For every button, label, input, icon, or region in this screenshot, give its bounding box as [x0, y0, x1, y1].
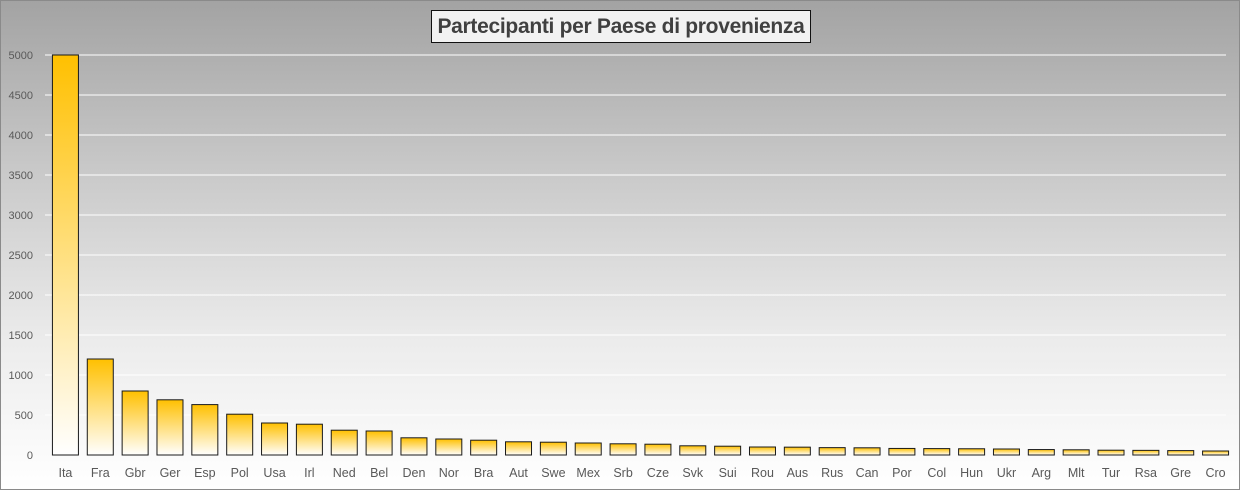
- bar-fra: [86, 358, 114, 456]
- bar-gre: [1167, 450, 1195, 456]
- bar-ukr: [992, 448, 1020, 456]
- x-tick-label: Cro: [1205, 466, 1225, 480]
- bar-aus: [783, 446, 811, 456]
- x-tick-label: Mex: [576, 466, 600, 480]
- x-tick-label: Arg: [1032, 466, 1052, 480]
- x-tick-label: Sui: [719, 466, 737, 480]
- x-tick-label: Irl: [304, 466, 314, 480]
- bar-esp: [191, 404, 219, 456]
- bar-irl: [295, 423, 323, 456]
- x-tick-label: Svk: [682, 466, 704, 480]
- bar-bra: [470, 439, 498, 456]
- x-tick-label: Rou: [751, 466, 774, 480]
- bar-por: [888, 447, 916, 456]
- x-tick-label: Col: [927, 466, 946, 480]
- y-tick-label: 4000: [9, 130, 33, 142]
- bar-sui: [714, 445, 742, 456]
- bar-rou: [748, 446, 776, 456]
- x-tick-label: Hun: [960, 466, 983, 480]
- y-tick-label: 3000: [9, 210, 33, 222]
- y-tick-label: 1000: [9, 370, 33, 382]
- bar-hun: [958, 448, 986, 456]
- bar-rsa: [1132, 449, 1160, 456]
- bar-ger: [156, 399, 184, 456]
- x-tick-label: Bra: [474, 466, 494, 480]
- bar-mex: [574, 442, 602, 456]
- bar-srb: [609, 443, 637, 456]
- bar-gbr: [121, 390, 149, 456]
- bar-aut: [505, 441, 533, 456]
- bar-tur: [1097, 449, 1125, 456]
- x-tick-label: Cze: [647, 466, 669, 480]
- x-tick-label: Por: [892, 466, 911, 480]
- bar-cze: [644, 443, 672, 456]
- x-tick-label: Can: [856, 466, 879, 480]
- x-axis-labels: Ita Fra Gbr Ger Esp Pol Usa Irl Ned Bel Den Nor Bra A…: [58, 466, 1225, 480]
- bar-svk: [679, 445, 707, 456]
- x-tick-label: Rsa: [1135, 466, 1157, 480]
- x-tick-label: Srb: [613, 466, 633, 480]
- x-tick-label: Esp: [194, 466, 216, 480]
- y-tick-label: 500: [15, 410, 33, 422]
- y-tick-label: 4500: [9, 90, 33, 102]
- gridlines: [45, 54, 1226, 416]
- bar-swe: [539, 441, 567, 456]
- x-tick-label: Aut: [509, 466, 528, 480]
- y-tick-label: 2500: [9, 250, 33, 262]
- bar-cro: [1202, 450, 1230, 456]
- x-tick-label: Ukr: [997, 466, 1016, 480]
- y-tick-label: 0: [27, 450, 33, 462]
- x-tick-label: Usa: [263, 466, 285, 480]
- bar-pol: [226, 413, 254, 456]
- x-tick-label: Fra: [91, 466, 110, 480]
- x-tick-label: Den: [402, 466, 425, 480]
- bar-nor: [435, 438, 463, 456]
- bar-rus: [818, 447, 846, 456]
- bar-bel: [365, 430, 393, 456]
- y-axis-labels: 0 500 1000 1500 2000 2500 3000 3500 4000 4500 5000: [9, 50, 33, 462]
- bar-arg: [1027, 449, 1055, 456]
- y-tick-label: 3500: [9, 170, 33, 182]
- chart-title: Partecipanti per Paese di provenienza: [431, 10, 811, 43]
- x-tick-label: Nor: [439, 466, 459, 480]
- bar-can: [853, 447, 881, 456]
- x-tick-label: Gre: [1170, 466, 1191, 480]
- bar-mlt: [1062, 449, 1090, 456]
- x-tick-label: Gbr: [125, 466, 146, 480]
- bar-ned: [330, 429, 358, 456]
- bar-ita: [51, 54, 79, 456]
- x-tick-label: Rus: [821, 466, 843, 480]
- x-tick-label: Ita: [58, 466, 72, 480]
- x-tick-label: Pol: [231, 466, 249, 480]
- bars: [51, 54, 1230, 456]
- bar-usa: [261, 422, 289, 456]
- y-tick-label: 1500: [9, 330, 33, 342]
- x-tick-label: Ned: [333, 466, 356, 480]
- x-tick-label: Aus: [787, 466, 809, 480]
- y-tick-label: 5000: [9, 50, 33, 62]
- bar-col: [923, 448, 951, 456]
- bar-den: [400, 437, 428, 456]
- y-tick-label: 2000: [9, 290, 33, 302]
- x-tick-label: Bel: [370, 466, 388, 480]
- x-tick-label: Mlt: [1068, 466, 1085, 480]
- x-tick-label: Swe: [541, 466, 565, 480]
- x-tick-label: Ger: [160, 466, 181, 480]
- x-tick-label: Tur: [1102, 466, 1120, 480]
